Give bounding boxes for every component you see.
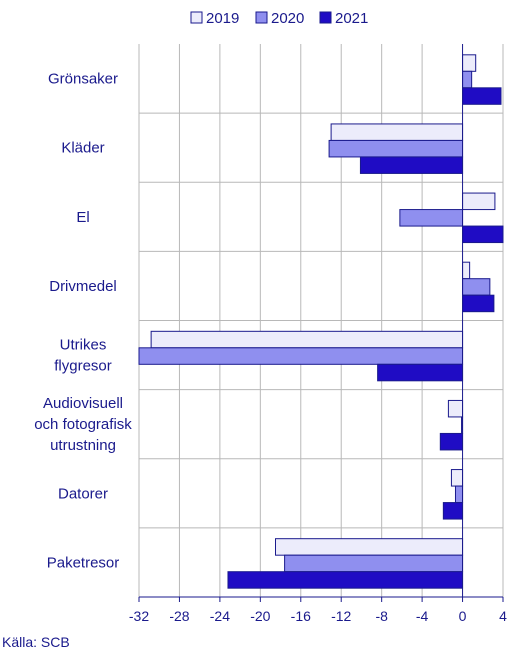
category-label: Audiovisuell och fotografisk utrustning (34, 395, 132, 454)
legend-label-2019: 2019 (206, 10, 239, 27)
category-labels: Grönsaker Kläder El Drivmedel Utrikes flygres… (34, 71, 132, 572)
legend-swatch-2021 (319, 11, 332, 24)
x-tick-label: -20 (250, 608, 270, 624)
x-tick-label: -4 (416, 608, 429, 624)
bar-2021 (442, 502, 464, 520)
legend-label-2021: 2021 (335, 10, 368, 27)
bar-2021 (227, 571, 464, 589)
bar-2020 (462, 70, 473, 89)
x-tick-label: -24 (210, 608, 230, 624)
legend-label-2020: 2020 (271, 10, 304, 27)
bar-2021 (439, 432, 464, 451)
bar-2019 (450, 469, 464, 487)
bar-2019 (330, 123, 464, 141)
x-tick-label: -32 (129, 608, 149, 624)
bar-2020 (284, 554, 464, 573)
bars (138, 54, 504, 589)
x-tick-labels: -32 -28 -24 -20 -16 -12 -8 -4 0 4 (129, 608, 507, 624)
bar-2019 (275, 538, 464, 556)
bar-2020 (462, 278, 491, 296)
category-label: Grönsaker (48, 71, 118, 88)
bar-2019 (462, 54, 477, 72)
category-label: Paketresor (47, 554, 120, 571)
source-note: Källa: SCB (2, 634, 70, 650)
bar-2020 (328, 139, 464, 158)
category-label: Drivmedel (49, 278, 117, 295)
bar-2020 (138, 347, 464, 365)
bar-2021 (462, 294, 495, 313)
bar-2021 (359, 156, 464, 174)
legend: 2019 2020 2021 (190, 10, 368, 27)
x-tick-label: -12 (331, 608, 351, 624)
bar-2019 (150, 330, 464, 349)
category-label: El (76, 209, 89, 226)
legend-swatch-2020 (255, 11, 268, 24)
bar-2019 (447, 399, 464, 418)
x-tick-label: 0 (459, 608, 467, 624)
bar-2021 (462, 225, 504, 244)
legend-swatch-2019 (190, 11, 203, 24)
category-label: Utrikes flygresor (54, 337, 112, 375)
bar-2021 (462, 87, 502, 105)
category-label: Kläder (61, 140, 104, 157)
x-tick-label: -16 (291, 608, 311, 624)
bar-2019 (462, 261, 471, 280)
bar-2019 (462, 192, 496, 211)
category-label: Datorer (58, 485, 108, 502)
x-tick-label: -28 (169, 608, 189, 624)
x-tick-label: -8 (375, 608, 388, 624)
x-tick-label: 4 (499, 608, 507, 624)
bar-2021 (377, 363, 464, 382)
bar-2020 (399, 209, 464, 227)
axes (138, 44, 504, 602)
bar-2020 (454, 485, 464, 504)
